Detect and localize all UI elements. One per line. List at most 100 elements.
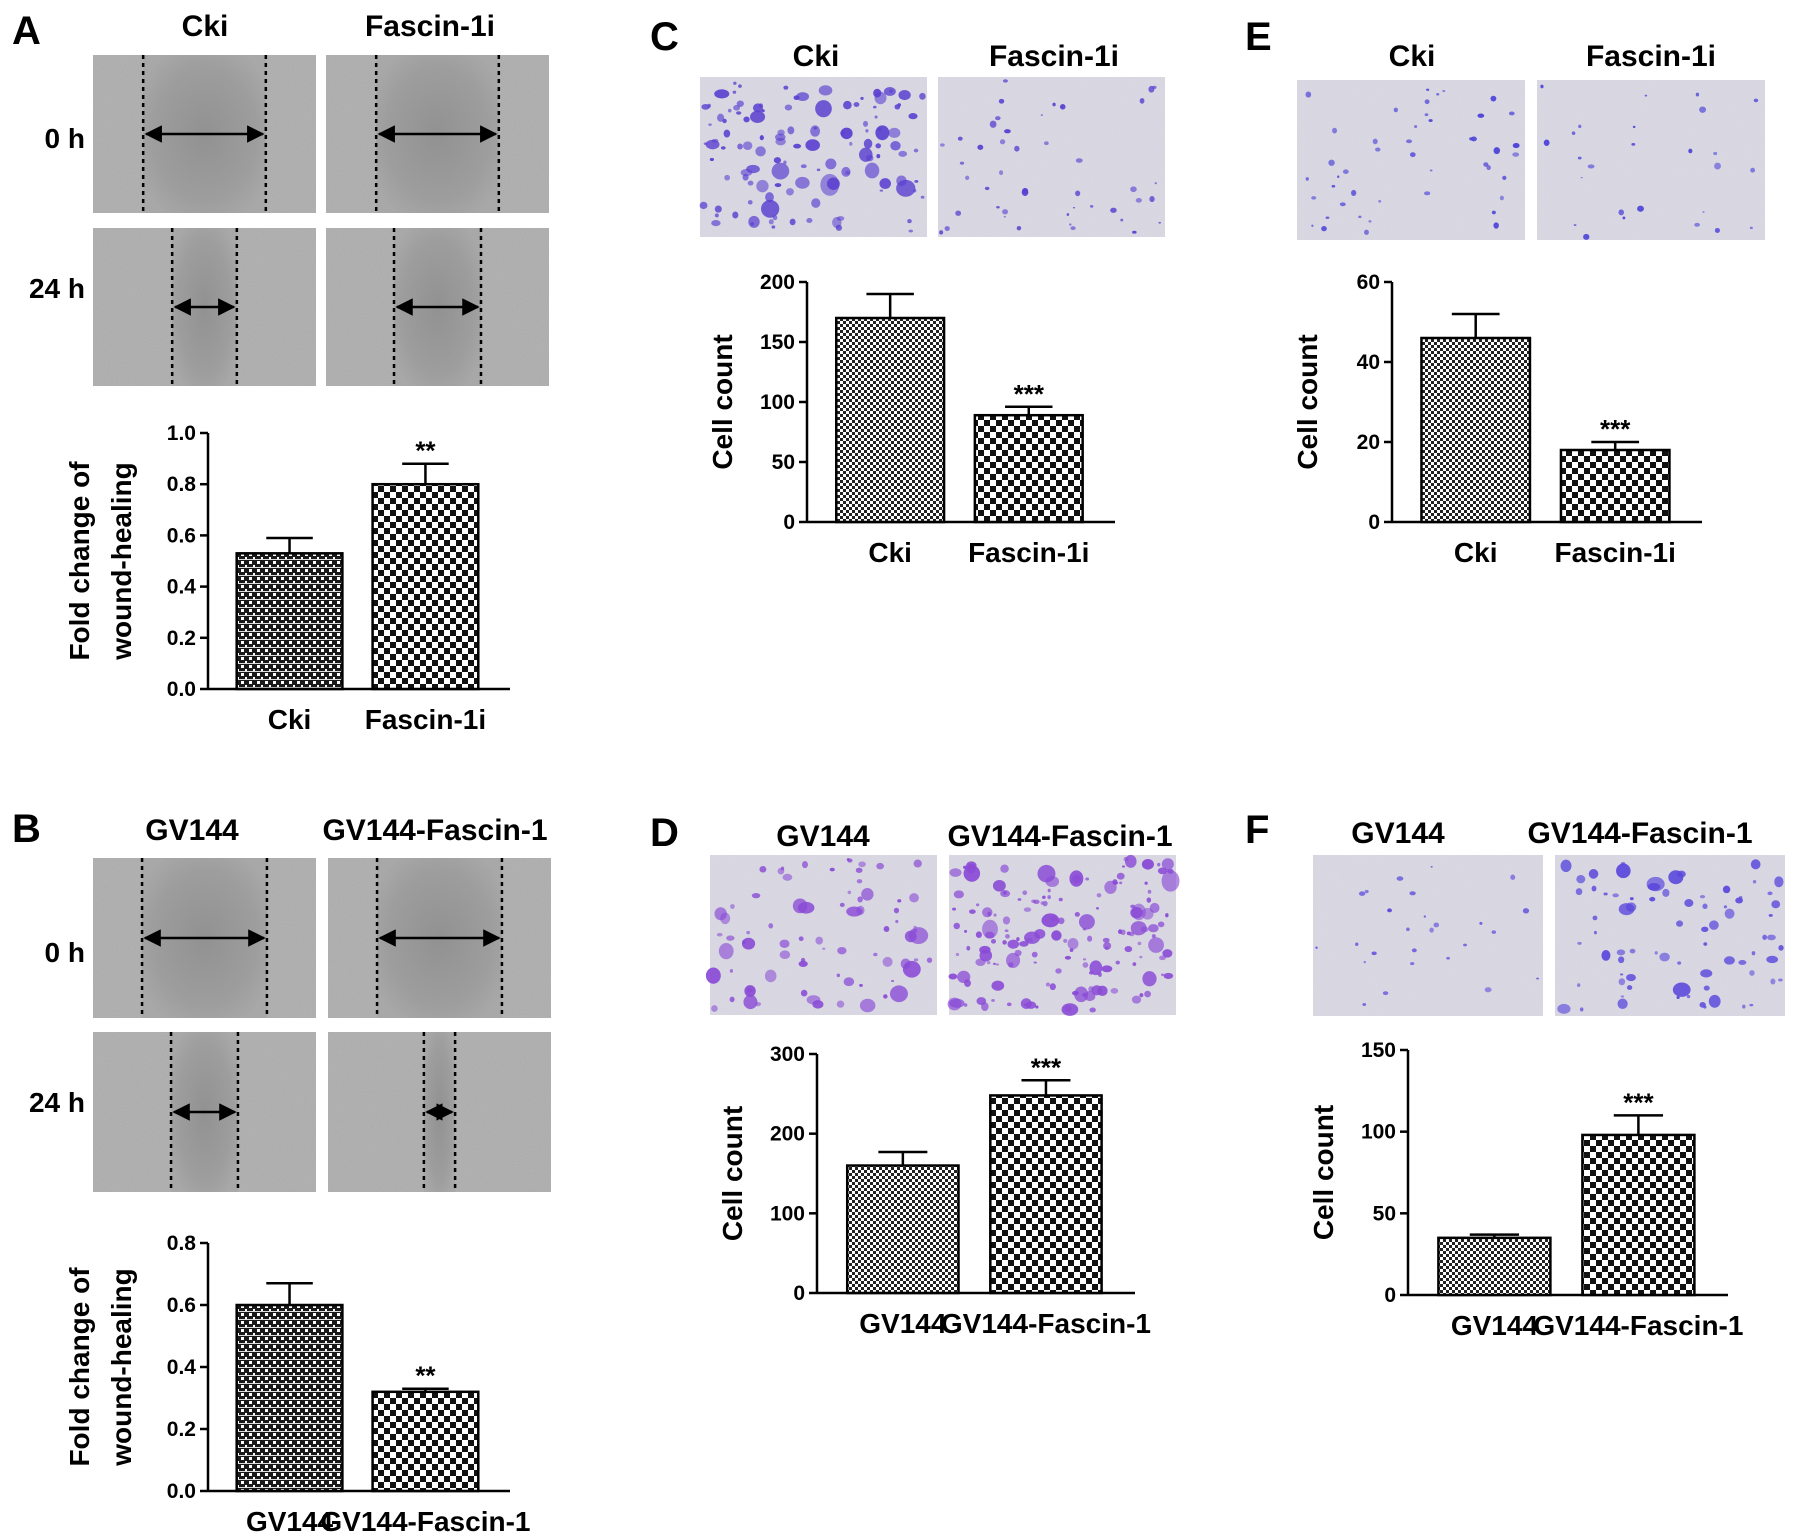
stained-cell <box>1305 177 1309 181</box>
stained-cell <box>995 963 1000 966</box>
stained-cell <box>1752 879 1757 884</box>
stained-cell <box>1135 198 1142 203</box>
stained-cell <box>1762 934 1768 940</box>
panel-a: A Cki Fascin-1i 0 h 24 h 0.0 0.2 0.4 0.6 0.8… <box>12 9 549 735</box>
stained-cell <box>1575 888 1583 896</box>
stained-cell <box>1159 955 1166 961</box>
stained-cell <box>940 143 945 147</box>
stained-cell <box>1131 903 1146 921</box>
stained-cell <box>1024 931 1040 944</box>
stained-cell <box>840 127 853 140</box>
stained-cell <box>913 188 917 193</box>
stained-cell <box>839 902 845 907</box>
stained-cell <box>1148 85 1155 93</box>
stained-cell <box>779 939 790 948</box>
stained-cell <box>873 88 882 98</box>
stained-cell <box>703 142 708 146</box>
bar-chart: 0 50 100 150 Cell count GV144 *** GV144-Fascin-… <box>1308 1039 1743 1341</box>
stained-cell <box>744 985 756 997</box>
stained-cell <box>738 84 742 88</box>
stained-cell <box>991 980 1005 991</box>
stained-cell <box>771 225 776 229</box>
stained-cell <box>1075 190 1081 197</box>
wound-image-grid <box>93 858 551 1192</box>
stained-cell <box>1686 994 1691 999</box>
stained-cell <box>1483 162 1489 167</box>
stained-cell <box>982 907 993 918</box>
stained-cell <box>873 952 878 957</box>
bar <box>235 1303 344 1493</box>
stained-cell <box>1684 899 1694 907</box>
stained-cell <box>747 200 753 205</box>
stained-cell <box>1479 921 1483 925</box>
stained-cell <box>1124 854 1137 868</box>
stained-cell <box>1410 962 1415 966</box>
stained-cell <box>815 100 832 118</box>
x-category-label: GV144-Fascin-1 <box>1533 1310 1743 1341</box>
x-category-label: GV144 <box>246 1506 334 1537</box>
stained-cell <box>955 952 960 957</box>
stained-cell <box>1160 973 1165 977</box>
timepoint-label: 0 h <box>45 123 85 154</box>
stained-cell <box>1161 870 1180 892</box>
stained-cell <box>964 929 968 933</box>
condition-label: Fascin-1i <box>1586 40 1716 73</box>
stained-cell <box>966 861 977 870</box>
image-texture <box>1555 855 1785 1016</box>
stained-cell <box>1577 941 1582 945</box>
bar-chart: 0 20 40 60 Cell count Cki *** Fascin-1i <box>1292 271 1702 568</box>
stained-cell <box>1631 143 1636 146</box>
stained-cell <box>1406 927 1410 932</box>
stained-cell <box>952 907 957 911</box>
stained-cell <box>1021 188 1029 196</box>
stained-cell <box>1463 943 1467 947</box>
stained-cell <box>705 967 721 984</box>
stained-cell <box>913 958 919 962</box>
panel-e: E Cki Fascin-1i 0 20 40 60 Cell count Cki *** F… <box>1245 15 1765 568</box>
stained-cell <box>718 943 734 960</box>
bar <box>1437 1236 1552 1297</box>
stained-cell <box>829 867 835 872</box>
condition-label: GV144-Fascin-1 <box>947 820 1172 853</box>
stained-cell <box>877 127 882 131</box>
stained-cell <box>949 998 965 1008</box>
stained-cell <box>1753 98 1759 103</box>
stained-cell <box>1042 900 1048 907</box>
stained-cell <box>716 932 723 937</box>
stained-cell <box>1103 942 1112 950</box>
stained-cell <box>855 867 863 873</box>
significance-marker: *** <box>1600 414 1631 444</box>
stained-cell <box>1490 95 1497 102</box>
stained-cell <box>1149 902 1160 913</box>
stained-cell <box>1101 965 1113 973</box>
stained-cell <box>1044 141 1049 145</box>
stained-cell <box>1738 896 1743 900</box>
stained-cell <box>1157 862 1161 867</box>
stained-cell <box>1702 903 1708 910</box>
stained-cell <box>783 85 789 90</box>
stained-cell <box>774 183 782 188</box>
stained-cell <box>1703 942 1708 946</box>
stained-cell <box>1620 995 1625 998</box>
stained-cell <box>736 100 744 107</box>
x-category-label: Fascin-1i <box>1555 537 1676 568</box>
stained-cell <box>1512 143 1520 149</box>
stained-cell <box>849 141 853 146</box>
stained-cell <box>740 168 753 177</box>
timepoint-label: 24 h <box>29 273 85 304</box>
stained-cell <box>1393 107 1398 113</box>
stained-cell <box>861 888 874 901</box>
x-category-label: Cki <box>268 704 312 735</box>
stained-cell <box>1423 915 1427 918</box>
stained-cell <box>1749 226 1753 230</box>
stained-cell <box>708 123 712 126</box>
panel-letter: F <box>1245 808 1269 852</box>
stained-cell <box>1088 986 1094 993</box>
stained-cell <box>1583 233 1590 240</box>
stained-cell <box>1694 222 1700 227</box>
stained-cell <box>865 129 869 133</box>
stained-cell <box>1162 949 1173 958</box>
stained-cell <box>742 173 749 181</box>
stained-cell <box>1004 129 1011 134</box>
y-tick-label: 1.0 <box>167 422 196 445</box>
